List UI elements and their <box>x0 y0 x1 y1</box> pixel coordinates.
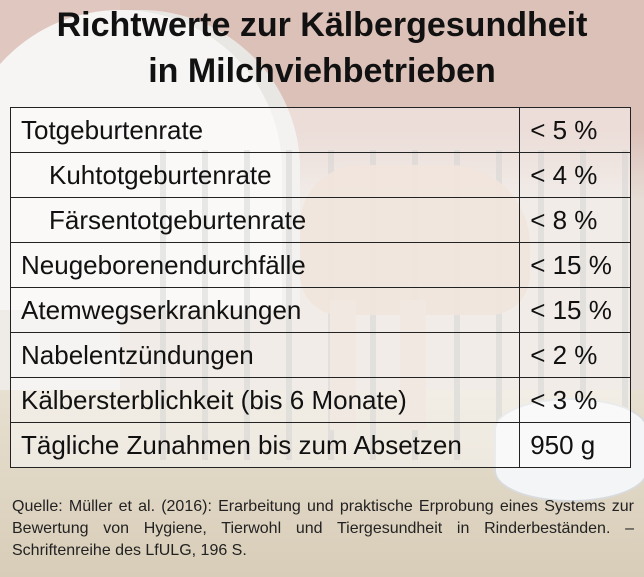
row-label: Färsentotgeburtenrate <box>9 197 521 243</box>
row-value: < 3 % <box>519 377 631 423</box>
row-label: Kuhtotgeburtenrate <box>9 152 521 198</box>
row-value: < 15 % <box>519 287 631 333</box>
title-line-1: Richtwerte zur Kälbergesundheit <box>56 6 588 44</box>
row-value: 950 g <box>519 422 631 468</box>
table-row: Nabelentzündungen < 2 % <box>9 332 631 378</box>
row-label: Nabelentzündungen <box>9 332 521 378</box>
table-row: Färsentotgeburtenrate < 8 % <box>9 197 631 243</box>
source-citation: Quelle: Müller et al. (2016): Erarbeitun… <box>12 498 634 559</box>
row-label: Neugeborenendurchfälle <box>9 242 521 288</box>
table-row: Kuhtotgeburtenrate < 4 % <box>9 152 631 198</box>
table-row: Neugeborenendurchfälle < 15 % <box>9 242 631 288</box>
row-value: < 15 % <box>519 242 631 288</box>
guideline-table: Totgeburtenrate < 5 % Kuhtotgeburtenrate… <box>9 107 631 468</box>
row-label: Totgeburtenrate <box>9 107 521 153</box>
row-value: < 2 % <box>519 332 631 378</box>
row-label: Atemwegserkrankungen <box>9 287 521 333</box>
row-label: Tägliche Zunahmen bis zum Absetzen <box>9 422 521 468</box>
title-line-2: in Milchviehbetrieben <box>148 52 496 90</box>
page-title: Richtwerte zur Kälbergesundheit in Milch… <box>0 2 644 94</box>
row-value: < 5 % <box>519 107 631 153</box>
table-row: Kälbersterblichkeit (bis 6 Monate) < 3 % <box>9 377 631 423</box>
table-row: Totgeburtenrate < 5 % <box>9 107 631 153</box>
row-label: Kälbersterblichkeit (bis 6 Monate) <box>9 377 521 423</box>
row-value: < 8 % <box>519 197 631 243</box>
table-row: Atemwegserkrankungen < 15 % <box>9 287 631 333</box>
row-value: < 4 % <box>519 152 631 198</box>
table-row: Tägliche Zunahmen bis zum Absetzen 950 g <box>9 422 631 468</box>
